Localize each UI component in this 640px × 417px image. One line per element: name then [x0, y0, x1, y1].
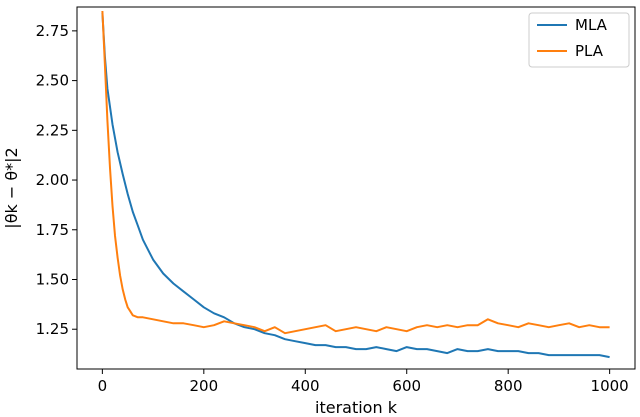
x-tick-label: 1000	[591, 377, 629, 395]
x-tick-label: 0	[98, 377, 108, 395]
x-axis-label: iteration k	[315, 398, 398, 417]
y-tick-label: 2.50	[36, 72, 69, 90]
plot-lines	[101, 10, 610, 359]
y-axis-label: |θk − θ*|2	[2, 147, 21, 228]
y-axis-ticks: 1.25 1.50 1.75 2.00 2.25 2.50 2.75	[36, 22, 77, 338]
x-axis-ticks: 0 200 400 600 800 1000	[98, 369, 629, 395]
plot-frame	[76, 6, 636, 370]
y-tick-label: 2.00	[36, 171, 69, 189]
x-tick-label: 400	[291, 377, 320, 395]
x-tick-label: 800	[494, 377, 523, 395]
series-line-mla	[101, 12, 610, 359]
y-tick-label: 2.75	[36, 22, 69, 40]
y-tick-label: 1.25	[36, 320, 69, 338]
x-tick-label: 200	[189, 377, 218, 395]
legend-label-mla: MLA	[575, 16, 608, 34]
y-tick-label: 2.25	[36, 121, 69, 139]
legend-box	[528, 12, 630, 68]
legend: MLA PLA	[528, 12, 630, 68]
x-tick-label: 600	[392, 377, 421, 395]
series-line-pla	[101, 10, 610, 335]
y-tick-label: 1.50	[36, 270, 69, 288]
legend-label-pla: PLA	[575, 42, 604, 60]
y-tick-label: 1.75	[36, 221, 69, 239]
